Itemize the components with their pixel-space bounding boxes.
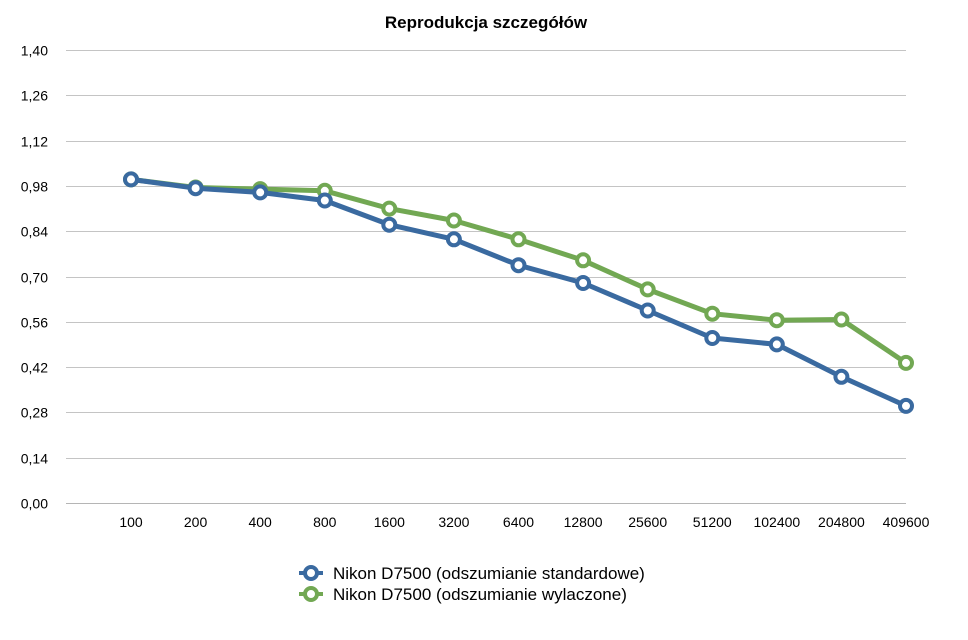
data-point bbox=[639, 302, 656, 319]
y-tick-label: 0,14 bbox=[21, 451, 48, 467]
data-point bbox=[898, 354, 914, 371]
data-point bbox=[381, 200, 398, 217]
y-tick-label: 0,00 bbox=[21, 496, 48, 512]
y-tick-label: 0,42 bbox=[21, 360, 48, 376]
data-point bbox=[575, 275, 592, 291]
x-tick-label: 6400 bbox=[503, 514, 534, 530]
legend-marker-icon bbox=[303, 586, 319, 602]
x-tick-label: 3200 bbox=[438, 514, 469, 530]
y-axis-ticks: 0,00 0,14 0,28 0,42 0,56 0,70 0,84 0,98 1,12 1,26… bbox=[21, 43, 48, 512]
data-point bbox=[898, 397, 914, 414]
x-axis-ticks: 100 200 400 800 1600 3200 6400 12800 25600 51200 1… bbox=[119, 514, 929, 530]
x-tick-label: 200 bbox=[184, 514, 208, 530]
x-tick-label: 51200 bbox=[693, 514, 732, 530]
x-tick-label: 409600 bbox=[883, 514, 930, 530]
data-point bbox=[510, 231, 527, 248]
data-point bbox=[768, 336, 785, 353]
series-1 bbox=[123, 171, 914, 414]
x-tick-label: 1600 bbox=[374, 514, 405, 530]
y-tick-label: 0,98 bbox=[21, 179, 48, 195]
data-point bbox=[187, 180, 204, 197]
data-point bbox=[445, 231, 462, 248]
y-tick-label: 0,56 bbox=[21, 315, 48, 331]
data-point bbox=[575, 252, 592, 269]
y-tick-label: 0,70 bbox=[21, 270, 48, 286]
y-tick-label: 1,12 bbox=[21, 134, 48, 150]
x-tick-label: 12800 bbox=[564, 514, 603, 530]
gridlines bbox=[66, 50, 906, 504]
x-tick-label: 25600 bbox=[628, 514, 667, 530]
x-tick-label: 102400 bbox=[753, 514, 800, 530]
data-point bbox=[768, 312, 785, 329]
chart-title: Reprodukcja szczegółów bbox=[385, 13, 588, 32]
x-tick-label: 800 bbox=[313, 514, 337, 530]
data-point bbox=[123, 171, 139, 188]
data-point bbox=[704, 305, 721, 322]
data-point bbox=[316, 192, 333, 209]
data-point bbox=[510, 257, 527, 274]
data-point bbox=[704, 330, 721, 346]
data-point bbox=[445, 212, 462, 229]
series-group bbox=[123, 171, 914, 414]
data-point bbox=[639, 281, 656, 298]
y-tick-label: 1,40 bbox=[21, 43, 48, 59]
data-point bbox=[833, 368, 850, 385]
y-tick-label: 1,26 bbox=[21, 88, 48, 104]
legend-label: Nikon D7500 (odszumianie standardowe) bbox=[333, 564, 645, 583]
legend-item: Nikon D7500 (odszumianie standardowe) bbox=[299, 564, 645, 583]
data-point bbox=[252, 184, 269, 201]
x-tick-label: 204800 bbox=[818, 514, 865, 530]
legend-label: Nikon D7500 (odszumianie wylaczone) bbox=[333, 585, 627, 604]
y-tick-label: 0,84 bbox=[21, 224, 48, 240]
data-point bbox=[833, 311, 850, 328]
series-line bbox=[128, 176, 909, 409]
x-tick-label: 100 bbox=[119, 514, 143, 530]
data-point bbox=[381, 216, 398, 233]
legend-item: Nikon D7500 (odszumianie wylaczone) bbox=[299, 585, 627, 604]
legend: Nikon D7500 (odszumianie standardowe) Nik… bbox=[299, 564, 645, 604]
y-tick-label: 0,28 bbox=[21, 405, 48, 421]
legend-marker-icon bbox=[303, 565, 319, 581]
x-tick-label: 400 bbox=[248, 514, 272, 530]
